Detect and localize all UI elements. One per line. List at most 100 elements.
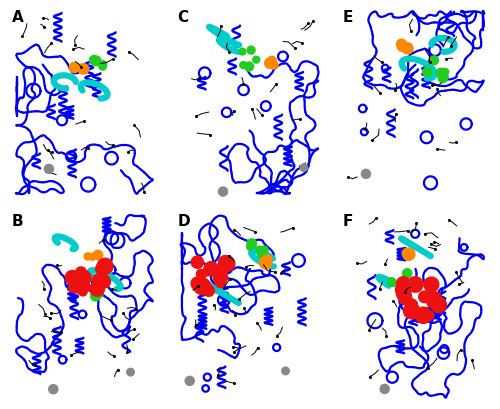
Circle shape [98, 279, 107, 288]
Circle shape [362, 169, 370, 178]
Circle shape [256, 246, 262, 252]
Circle shape [418, 291, 430, 303]
Circle shape [424, 277, 439, 292]
Circle shape [66, 270, 80, 285]
Circle shape [203, 267, 211, 276]
Circle shape [438, 73, 448, 83]
Circle shape [70, 63, 80, 73]
Circle shape [258, 251, 265, 258]
Circle shape [93, 250, 102, 260]
Circle shape [397, 281, 404, 288]
Circle shape [404, 303, 419, 319]
Circle shape [89, 253, 96, 260]
Text: D: D [178, 214, 190, 229]
Circle shape [219, 256, 235, 272]
Circle shape [96, 263, 106, 274]
Circle shape [247, 46, 255, 54]
Circle shape [216, 278, 226, 288]
Circle shape [239, 48, 246, 55]
Circle shape [263, 256, 270, 263]
Circle shape [92, 274, 104, 285]
Circle shape [424, 311, 434, 321]
Circle shape [98, 276, 110, 288]
Circle shape [270, 61, 278, 69]
Circle shape [247, 239, 256, 248]
Circle shape [408, 277, 423, 292]
Circle shape [82, 276, 90, 283]
Circle shape [214, 270, 225, 281]
Circle shape [78, 64, 88, 74]
Circle shape [73, 278, 90, 294]
Circle shape [214, 265, 228, 279]
Circle shape [402, 248, 415, 261]
Circle shape [100, 61, 107, 67]
Circle shape [244, 62, 254, 71]
Text: C: C [178, 10, 188, 25]
Circle shape [380, 384, 389, 393]
Circle shape [260, 246, 268, 254]
Circle shape [78, 288, 87, 296]
Circle shape [398, 283, 406, 292]
Circle shape [282, 367, 290, 375]
Text: F: F [343, 214, 353, 229]
Circle shape [396, 39, 406, 49]
Circle shape [74, 274, 86, 285]
Circle shape [246, 243, 254, 250]
Circle shape [400, 279, 411, 290]
Circle shape [422, 67, 432, 76]
Circle shape [264, 58, 275, 68]
Circle shape [214, 270, 228, 285]
Circle shape [90, 292, 100, 301]
Circle shape [396, 276, 410, 290]
Circle shape [68, 283, 78, 292]
Circle shape [268, 56, 276, 65]
Circle shape [196, 270, 205, 278]
Circle shape [76, 270, 91, 286]
Circle shape [260, 256, 272, 269]
Circle shape [388, 278, 396, 286]
Circle shape [218, 256, 232, 270]
Circle shape [436, 68, 446, 78]
Circle shape [90, 281, 104, 296]
Circle shape [194, 279, 211, 295]
Circle shape [218, 187, 228, 196]
Circle shape [204, 262, 218, 276]
Circle shape [428, 292, 442, 306]
Circle shape [249, 241, 254, 247]
Circle shape [97, 258, 113, 274]
Circle shape [415, 307, 432, 324]
Circle shape [197, 270, 206, 279]
Circle shape [99, 63, 106, 70]
Circle shape [406, 299, 417, 310]
Circle shape [442, 68, 448, 75]
Circle shape [92, 56, 101, 65]
Circle shape [402, 269, 412, 278]
Circle shape [404, 270, 410, 276]
Circle shape [402, 249, 411, 258]
Text: A: A [12, 10, 24, 25]
Circle shape [264, 255, 272, 263]
Circle shape [76, 267, 86, 277]
Circle shape [397, 41, 408, 52]
Circle shape [396, 286, 411, 301]
Circle shape [427, 297, 438, 308]
Circle shape [441, 73, 448, 81]
Circle shape [430, 56, 438, 65]
Circle shape [96, 274, 110, 288]
Circle shape [194, 279, 208, 294]
Circle shape [48, 384, 58, 394]
Circle shape [253, 56, 260, 63]
Circle shape [94, 289, 103, 298]
Circle shape [203, 285, 214, 296]
Circle shape [185, 376, 194, 385]
Text: E: E [343, 10, 353, 25]
Circle shape [396, 285, 406, 295]
Circle shape [300, 164, 308, 171]
Circle shape [44, 164, 54, 173]
Circle shape [240, 62, 246, 68]
Circle shape [191, 277, 203, 290]
Circle shape [192, 256, 203, 268]
Circle shape [398, 291, 411, 304]
Circle shape [127, 369, 134, 376]
Text: B: B [12, 214, 24, 229]
